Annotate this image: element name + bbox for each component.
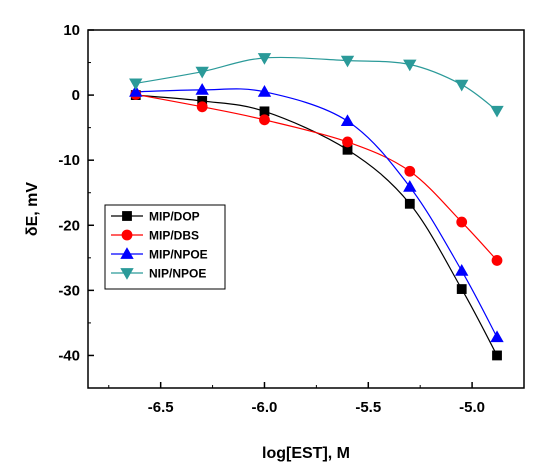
data-point	[340, 114, 355, 127]
legend-marker	[122, 211, 132, 221]
data-point	[340, 55, 355, 68]
data-point	[455, 264, 469, 276]
data-point	[404, 198, 415, 209]
x-tick-label: -6.0	[252, 399, 278, 416]
data-point	[257, 85, 272, 97]
data-point	[403, 180, 417, 192]
series-line-nip-npoe	[135, 56, 498, 112]
legend-label: NIP/NPOE	[149, 267, 206, 281]
x-axis-title: log[EST], M	[262, 445, 350, 462]
data-point	[196, 101, 208, 113]
data-point	[129, 78, 143, 91]
y-tick-label: -10	[58, 152, 80, 169]
data-point	[455, 79, 469, 92]
data-point	[129, 85, 143, 97]
y-tick-label: 10	[63, 22, 80, 39]
y-tick-label: -30	[58, 282, 80, 299]
data-point	[195, 66, 209, 79]
x-tick-label: -6.5	[148, 399, 174, 416]
y-axis-ticks: 10 0 -10 -20 -30 -40	[58, 22, 94, 364]
data-point	[491, 255, 503, 266]
data-point	[195, 83, 209, 95]
data-point	[403, 59, 417, 72]
legend-marker	[121, 229, 133, 241]
legend-label: MIP/NPOE	[149, 248, 208, 262]
legend-label: MIP/DBS	[149, 229, 199, 243]
x-axis-ticks: -6.5 -6.0 -5.5 -5.0	[108, 382, 485, 416]
data-point	[490, 105, 504, 118]
x-tick-label: -5.5	[355, 399, 381, 416]
legend-marker	[120, 268, 134, 280]
data-point	[490, 330, 504, 343]
data-point	[257, 53, 272, 65]
data-point	[456, 216, 468, 228]
y-tick-label: -40	[58, 347, 80, 364]
y-axis-title: δE, mV	[24, 182, 41, 236]
x-tick-label: -5.0	[459, 399, 485, 416]
legend: MIP/DOP MIP/DBS MIP/NPOE NIP/NPOE	[104, 204, 226, 290]
data-point	[456, 284, 467, 294]
data-point	[259, 114, 270, 126]
legend-label: MIP/DOP	[149, 210, 200, 224]
data-point	[404, 165, 416, 177]
y-tick-label: 0	[72, 87, 80, 104]
legend-marker	[120, 247, 134, 259]
data-point	[492, 350, 502, 361]
data-point	[342, 136, 353, 148]
series-markers	[129, 53, 504, 361]
y-tick-label: -20	[58, 217, 80, 234]
plot-frame	[87, 29, 525, 389]
